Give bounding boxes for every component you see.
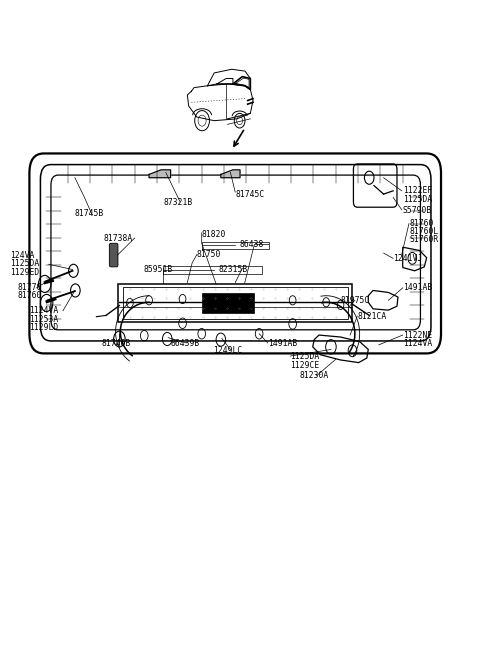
Text: 1249LC: 1249LC (213, 346, 242, 355)
Text: 1122EF: 1122EF (403, 187, 432, 195)
Text: S1760R: S1760R (410, 235, 439, 244)
Text: 11253A: 11253A (29, 315, 59, 324)
Text: 81770: 81770 (17, 283, 42, 292)
Text: 86438: 86438 (240, 240, 264, 249)
Text: 81746B: 81746B (101, 339, 131, 348)
Text: 1129ED: 1129ED (10, 267, 39, 277)
Text: 1491AB: 1491AB (403, 283, 432, 292)
Text: 1129CE: 1129CE (290, 361, 320, 370)
Text: 1491AB: 1491AB (268, 339, 297, 348)
Text: 81738A: 81738A (104, 233, 133, 242)
FancyBboxPatch shape (109, 243, 118, 267)
Polygon shape (149, 170, 170, 177)
Text: 81750: 81750 (197, 250, 221, 259)
Text: 86439B: 86439B (170, 339, 200, 348)
Text: 8121CA: 8121CA (357, 312, 386, 321)
Text: 1125DA: 1125DA (290, 352, 320, 361)
Text: 1125DA: 1125DA (10, 259, 39, 268)
Text: 1124VA: 1124VA (403, 339, 432, 348)
Text: 81760: 81760 (17, 291, 42, 300)
Text: 81760: 81760 (410, 219, 434, 228)
Text: 81745B: 81745B (75, 210, 104, 218)
Text: 1241VJ: 1241VJ (393, 254, 422, 263)
Text: 81230A: 81230A (300, 371, 329, 380)
Bar (202, 293, 254, 313)
Text: 124VA: 124VA (10, 250, 35, 260)
Text: 1129LD: 1129LD (29, 323, 59, 332)
Text: 1122NE: 1122NE (403, 330, 432, 340)
Text: 87321B: 87321B (163, 198, 192, 207)
Polygon shape (221, 170, 240, 177)
Text: 81975C: 81975C (340, 296, 370, 305)
Text: 81745C: 81745C (235, 190, 264, 198)
Text: S5790B: S5790B (403, 206, 432, 215)
Text: 82315B: 82315B (218, 265, 248, 274)
Text: 1125DA: 1125DA (403, 195, 432, 204)
Text: 85951B: 85951B (144, 265, 173, 274)
Text: 81820: 81820 (202, 230, 226, 239)
Text: 81760L: 81760L (410, 227, 439, 236)
Text: 1124VA: 1124VA (29, 306, 59, 315)
